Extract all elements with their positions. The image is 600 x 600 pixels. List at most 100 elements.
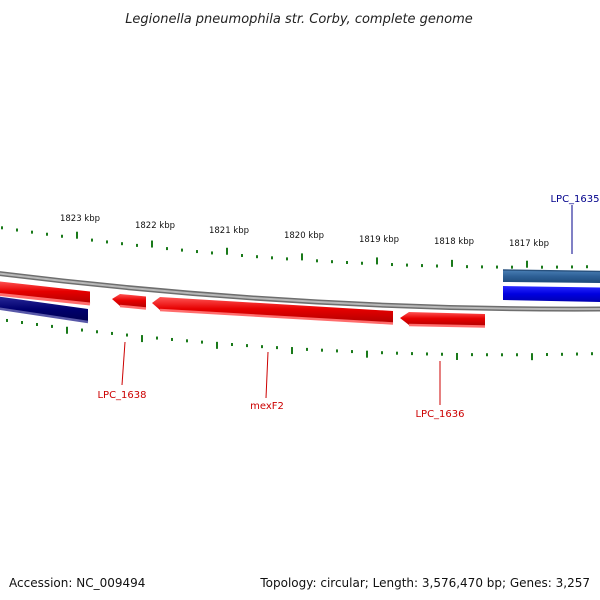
inner-minor-tick: [471, 353, 473, 357]
inner-minor-tick: [96, 330, 98, 334]
gene-label-lpc-1635[interactable]: LPC_1635: [550, 194, 599, 205]
tick-label-1821: 1821 kbp: [209, 226, 249, 236]
inner-major-tick: [531, 353, 533, 361]
inner-minor-tick: [411, 352, 413, 356]
inner-major-tick: [141, 335, 143, 343]
tick-label-1823: 1823 kbp: [60, 214, 100, 224]
outer-minor-tick: [211, 251, 213, 255]
inner-minor-tick: [171, 337, 173, 341]
tick-label-1817: 1817 kbp: [509, 239, 549, 249]
accession-text: Accession: NC_009494: [9, 576, 145, 590]
outer-minor-tick: [466, 265, 468, 269]
inner-minor-tick: [21, 321, 23, 325]
outer-minor-tick: [31, 230, 33, 234]
outer-minor-tick: [271, 256, 273, 260]
callout-line-mexf2: [265, 351, 269, 399]
inner-minor-tick: [156, 336, 158, 340]
outer-minor-tick: [586, 265, 588, 269]
gene-label-lpc-1638[interactable]: LPC_1638: [97, 390, 146, 401]
feature-left-navy[interactable]: [0, 296, 89, 324]
callout-line-lpc-1638: [121, 341, 126, 386]
outer-tick-ring: [1, 226, 588, 269]
outer-minor-tick: [436, 264, 438, 268]
inner-minor-tick: [441, 352, 443, 356]
inner-major-tick: [291, 347, 293, 355]
inner-minor-tick: [516, 353, 518, 357]
inner-minor-tick: [6, 318, 8, 322]
inner-minor-tick: [231, 343, 233, 347]
inner-minor-tick: [186, 339, 188, 343]
outer-minor-tick: [511, 265, 513, 269]
inner-minor-tick: [261, 345, 263, 349]
outer-minor-tick: [316, 259, 318, 263]
outer-major-tick: [526, 260, 528, 268]
outer-minor-tick: [346, 260, 348, 264]
feature-lpc-1638[interactable]: [112, 294, 147, 310]
inner-minor-tick: [576, 352, 578, 356]
tick-label-1819: 1819 kbp: [359, 235, 399, 245]
outer-major-tick: [376, 257, 378, 265]
inner-minor-tick: [36, 322, 38, 326]
inner-minor-tick: [276, 346, 278, 350]
inner-minor-tick: [81, 328, 83, 332]
outer-minor-tick: [496, 265, 498, 269]
outer-minor-tick: [331, 260, 333, 264]
outer-minor-tick: [361, 261, 363, 265]
inner-major-tick: [216, 341, 218, 349]
outer-major-tick: [76, 231, 78, 239]
outer-minor-tick: [391, 263, 393, 267]
outer-minor-tick: [61, 234, 63, 238]
inner-major-tick: [366, 350, 368, 358]
inner-minor-tick: [51, 324, 53, 328]
inner-minor-tick: [306, 347, 308, 351]
inner-minor-tick: [321, 348, 323, 352]
outer-major-tick: [451, 259, 453, 267]
outer-minor-tick: [181, 248, 183, 252]
inner-minor-tick: [396, 351, 398, 355]
inner-minor-tick: [126, 333, 128, 337]
gene-label-mexf2[interactable]: mexF2: [250, 401, 284, 412]
outer-minor-tick: [406, 263, 408, 267]
forward-strand-features: [502, 269, 600, 302]
outer-minor-tick: [91, 238, 93, 242]
outer-minor-tick: [46, 232, 48, 236]
inner-minor-tick: [561, 352, 563, 356]
gene-labels: LPC_1635 LPC_1638 mexF2 LPC_1636: [97, 194, 599, 420]
tick-labels: 1823 kbp 1822 kbp 1821 kbp 1820 kbp 1819…: [60, 214, 549, 249]
inner-tick-ring: [6, 318, 593, 361]
outer-minor-tick: [256, 255, 258, 259]
outer-major-tick: [151, 240, 153, 248]
inner-minor-tick: [501, 353, 503, 357]
feature-mexf2[interactable]: [152, 297, 394, 325]
reverse-strand-features: [0, 281, 486, 328]
outer-minor-tick: [16, 228, 18, 232]
outer-minor-tick: [121, 242, 123, 246]
genome-summary-text: Topology: circular; Length: 3,576,470 bp…: [259, 576, 590, 590]
outer-minor-tick: [481, 265, 483, 269]
outer-minor-tick: [571, 265, 573, 269]
outer-minor-tick: [541, 265, 543, 269]
outer-minor-tick: [421, 264, 423, 268]
gene-label-lpc-1636[interactable]: LPC_1636: [415, 409, 464, 420]
outer-minor-tick: [166, 247, 168, 251]
inner-minor-tick: [381, 351, 383, 355]
inner-minor-tick: [426, 352, 428, 356]
outer-minor-tick: [106, 240, 108, 244]
inner-minor-tick: [111, 331, 113, 335]
outer-major-tick: [301, 253, 303, 261]
inner-minor-tick: [486, 353, 488, 357]
outer-minor-tick: [136, 243, 138, 247]
gene-callouts: [121, 205, 573, 405]
outer-minor-tick: [286, 257, 288, 261]
tick-label-1820: 1820 kbp: [284, 231, 324, 241]
feature-lpc-1636[interactable]: [400, 312, 486, 328]
feature-left-red[interactable]: [0, 281, 91, 306]
map-title: Legionella pneumophila str. Corby, compl…: [125, 12, 473, 27]
inner-minor-tick: [201, 340, 203, 344]
feature-lpc-1635[interactable]: [502, 269, 600, 302]
inner-minor-tick: [546, 353, 548, 357]
outer-minor-tick: [556, 265, 558, 269]
inner-minor-tick: [246, 344, 248, 348]
tick-label-1818: 1818 kbp: [434, 237, 474, 247]
